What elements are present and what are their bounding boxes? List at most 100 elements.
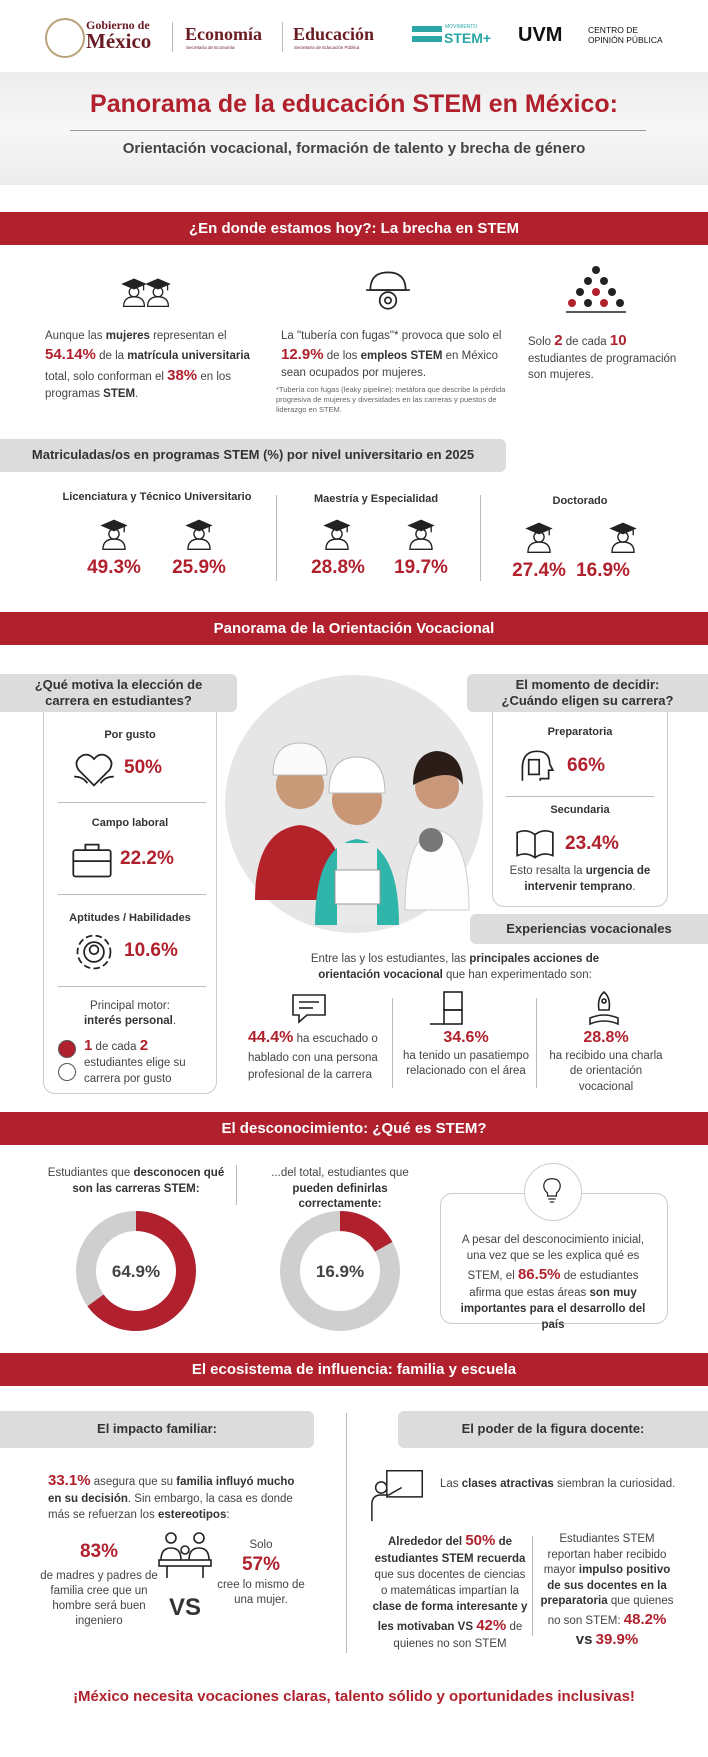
shape [521,750,554,782]
decision-note: Esto resalta la urgencia de intervenir t… [505,864,655,895]
experience-item: 34.6% ha tenido un pasatiempo relacionado… [402,1027,530,1080]
text: de cada [565,336,607,348]
text: 33.1% [48,1472,91,1489]
shape [328,756,386,794]
text: cree lo mismo de una mujer. [217,1578,305,1606]
text: 83% [79,1541,119,1562]
shape [101,519,127,551]
icon [186,519,212,551]
text: clases atractivas [461,1478,554,1490]
text: 1 [84,1037,93,1054]
text: 22.2% [120,848,174,869]
text: son muy importantes para el desarrollo d… [460,1287,646,1332]
text: urgencia de intervenir temprano [524,865,651,893]
text: OPINIÓN PÚBLICA [588,35,663,45]
text: ...del total, estudiantes que [271,1167,409,1179]
gap-text: La "tubería con fugas"* provoca que solo… [281,328,506,381]
family-text: 33.1% asegura que su familia influyó muc… [48,1470,310,1523]
text: empleos STEM [360,350,443,363]
text: de los [326,350,358,363]
text: 2 [139,1037,149,1054]
icon [516,829,554,859]
shape [324,519,350,551]
icon [324,519,350,551]
text: de quienes no son STEM [393,1621,523,1651]
text: ¡México necesita vocaciones claras, tale… [73,1688,635,1705]
text: representan el [153,330,227,342]
text: impulso positivo de sus docentes en la p… [540,1564,671,1608]
divider [58,802,206,803]
text: Estudiantes que [47,1167,131,1179]
divider [532,1536,533,1636]
text: 10 [609,332,627,349]
shape [292,994,326,1023]
text: . [632,880,636,893]
text: matrícula universitaria [127,350,250,363]
divider [58,986,206,987]
teachers-recall: Alrededor del 50% de estudiantes STEM re… [370,1530,530,1652]
shape [70,130,646,131]
knowledge-text: A pesar del desconocimiento inicial, una… [452,1232,654,1333]
text: Experiencias vocacionales [470,914,708,944]
donut-label: 16.9% [316,1262,364,1281]
text: ¿Qué motiva la elección de carrera en es… [0,674,237,712]
shape [412,26,442,32]
text: familia influyó mucho en su decisión [48,1476,295,1505]
shape [610,522,636,554]
text: 25.9% [172,557,226,578]
text: principales acciones de orientación voca… [318,953,600,981]
text: 19.7% [394,557,448,578]
text: El momento de decidir: ¿Cuándo eligen su… [467,674,708,712]
shape [158,1532,212,1579]
text: Maestría y Especialidad [313,493,439,505]
text: 57% [241,1553,281,1575]
text: Licenciatura y Técnico Universitario [62,491,252,503]
text: Panorama de la educación STEM en México: [90,90,618,118]
text: Secretaría de Economía [186,45,235,50]
text: que quienes no son STEM: [547,1595,674,1627]
photo [225,675,483,933]
text: interés personal [83,1014,173,1027]
text: STEM+ [444,30,492,46]
text: 49.3% [87,557,141,578]
text: de estudiantes STEM recuerda [374,1536,526,1565]
text: Esto resalta la [509,865,583,877]
text: Las [440,1478,459,1490]
text: total, solo conforman el [45,371,164,384]
icon [76,934,112,970]
donut-caption: ...del total, estudiantes que pueden def… [250,1166,430,1213]
shape [526,522,552,554]
text: *Tubería con fugas (leaky pipeline): met… [276,385,506,415]
text: Campo laboral [91,817,169,829]
text: MOVIMIENTO [445,24,478,30]
text: 34.6% [443,1029,489,1046]
gap-text: Solo 2 de cada 10 estudiantes de program… [528,330,678,383]
text: 54.14% [45,346,96,364]
text: Alrededor del [388,1536,463,1548]
text: El impacto familiar: [0,1411,314,1448]
text: ha escuchado o hablado con una persona p… [248,1033,378,1082]
text: clase de forma interesante y les motivab… [372,1601,528,1634]
text: . [172,1014,177,1027]
text: VS [168,1594,201,1621]
text: . Sin embargo, la casa es donde más se r… [48,1493,293,1522]
icon [121,278,171,308]
shape [121,278,147,308]
text: en los programas [45,371,232,401]
text: : [226,1509,230,1522]
text: 44.4% [248,1029,294,1046]
icon [589,991,619,1025]
text: Secretaría de Educación Pública [294,45,360,50]
section-heading: ¿En donde estamos hoy?: La brecha en STE… [0,212,708,245]
text: Educación [293,24,375,44]
icon [365,271,411,310]
text: asegura que su [93,1476,174,1488]
icon [101,519,127,551]
donut-arc [280,1211,400,1331]
icon [158,1532,212,1579]
text: Aunque las [45,330,103,342]
shape [73,753,115,787]
